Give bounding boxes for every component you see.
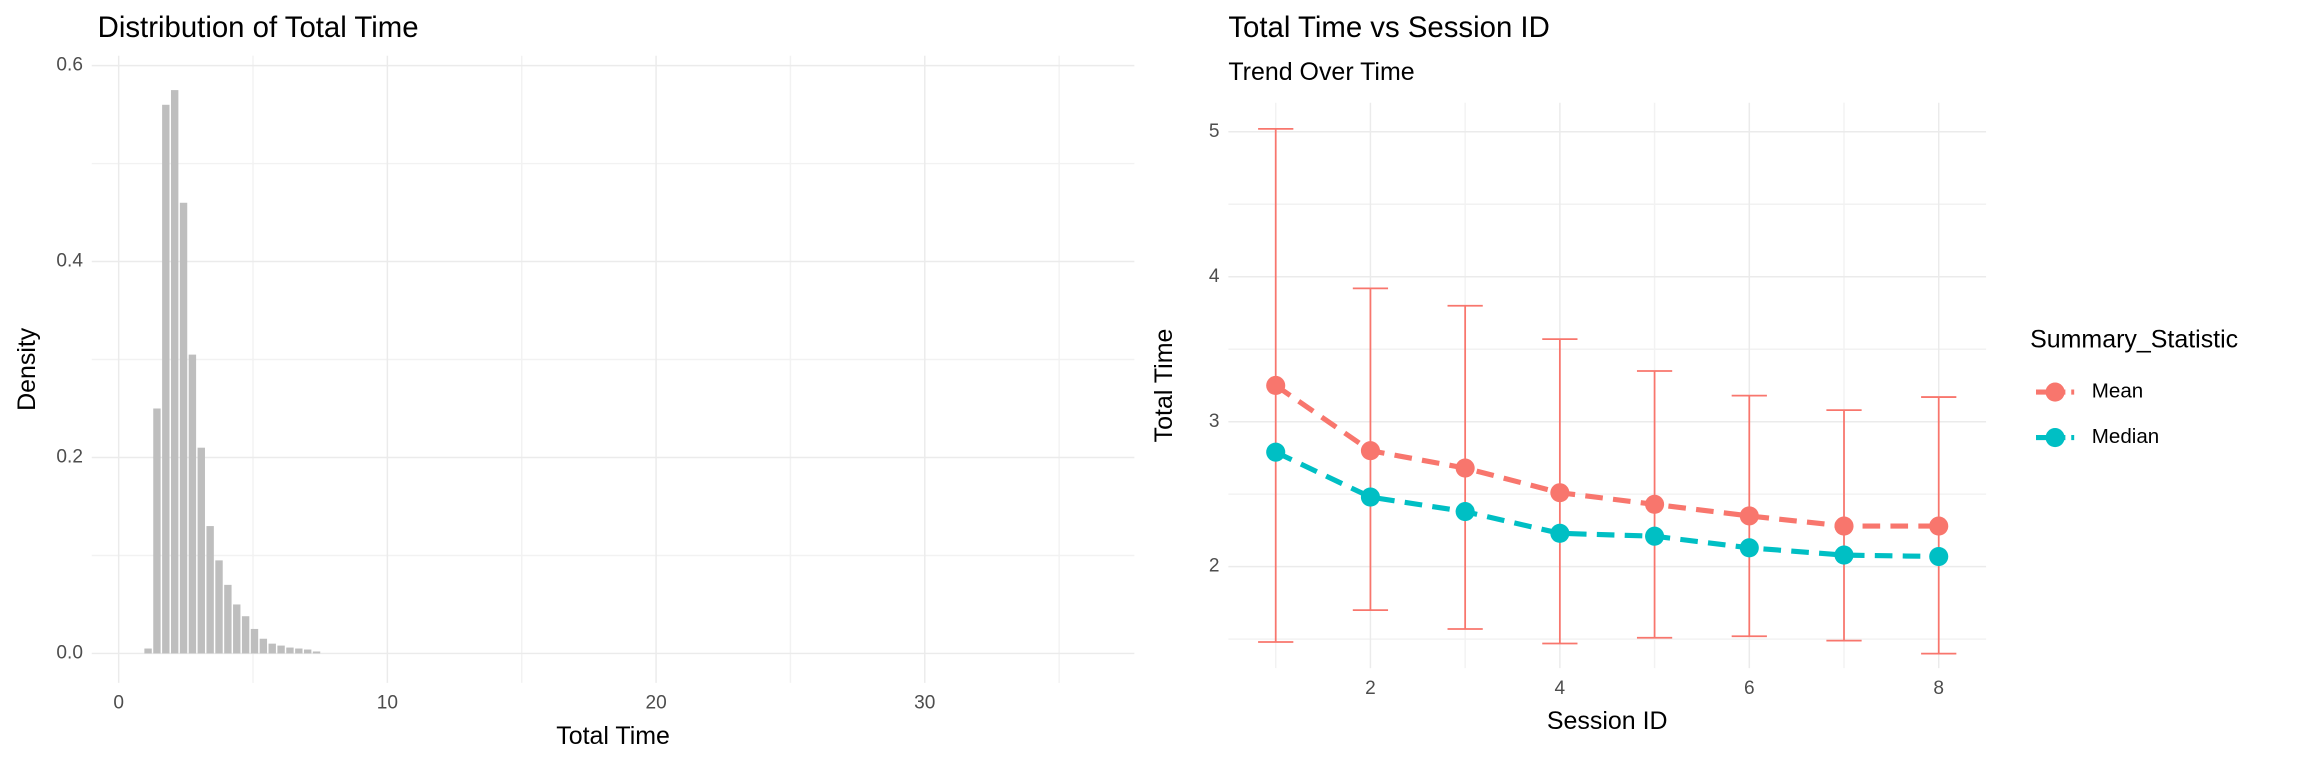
bar xyxy=(250,628,259,654)
bar xyxy=(303,649,312,654)
bar xyxy=(215,560,223,654)
bar xyxy=(224,584,232,654)
bar xyxy=(162,104,170,654)
bar xyxy=(241,616,250,654)
bar xyxy=(277,645,285,654)
y-tick-label: 5 xyxy=(1209,121,1220,142)
x-tick-label: 30 xyxy=(914,692,935,713)
chart-title: Distribution of Total Time xyxy=(98,11,419,44)
x-tick-label: 20 xyxy=(645,692,666,713)
legend-label: Median xyxy=(2092,425,2159,448)
bar xyxy=(268,643,276,654)
legend-label: Mean xyxy=(2092,379,2143,402)
bar xyxy=(179,202,188,654)
point xyxy=(1455,458,1475,478)
point xyxy=(1645,494,1665,514)
x-axis-label: Total Time xyxy=(556,722,670,750)
point xyxy=(1550,523,1570,543)
bar xyxy=(312,651,321,654)
point xyxy=(1550,483,1570,503)
y-tick-label: 3 xyxy=(1209,411,1220,432)
bar xyxy=(286,647,294,654)
point xyxy=(1360,487,1380,507)
y-axis-label: Total Time xyxy=(1150,329,1178,443)
bar xyxy=(144,648,152,654)
y-axis-label: Density xyxy=(13,327,41,411)
point xyxy=(1929,546,1949,567)
y-tick-label: 0.0 xyxy=(56,642,83,663)
x-tick-label: 6 xyxy=(1744,678,1755,699)
point xyxy=(1739,506,1759,526)
y-tick-label: 0.4 xyxy=(56,251,83,272)
bar xyxy=(259,638,268,654)
point xyxy=(1645,526,1665,546)
point xyxy=(1739,538,1759,558)
bar xyxy=(153,408,161,654)
point xyxy=(1266,375,1286,396)
x-tick-label: 8 xyxy=(1933,678,1944,699)
point xyxy=(1834,545,1854,565)
y-tick-label: 0.6 xyxy=(56,55,83,76)
point xyxy=(1455,502,1475,522)
point xyxy=(1929,516,1949,536)
bar xyxy=(295,648,303,654)
legend-title: Summary_Statistic xyxy=(2030,325,2238,353)
chart-subtitle: Trend Over Time xyxy=(1228,58,1414,86)
bar xyxy=(188,354,197,654)
chart-title: Total Time vs Session ID xyxy=(1228,11,1549,44)
line xyxy=(1274,449,1939,560)
point xyxy=(1266,442,1286,462)
y-tick-label: 4 xyxy=(1209,266,1220,287)
x-tick-label: 2 xyxy=(1365,678,1376,699)
legend-key-point xyxy=(2045,382,2065,402)
legend-key-point xyxy=(2045,428,2065,448)
x-tick-label: 4 xyxy=(1555,678,1566,699)
y-tick-label: 2 xyxy=(1209,556,1220,577)
point xyxy=(1360,441,1380,461)
x-tick-label: 10 xyxy=(377,692,398,713)
bar xyxy=(197,447,205,654)
y-tick-label: 0.2 xyxy=(56,447,83,468)
bar xyxy=(170,90,179,654)
bar xyxy=(233,604,241,654)
x-axis-label: Session ID xyxy=(1547,707,1668,735)
point xyxy=(1834,516,1854,536)
x-tick-label: 0 xyxy=(113,692,124,713)
bar xyxy=(206,526,214,654)
